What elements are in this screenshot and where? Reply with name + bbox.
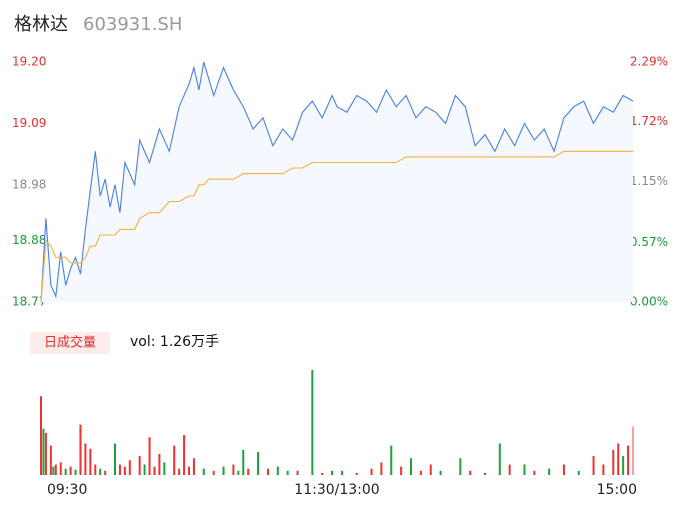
legend-badge xyxy=(30,332,110,354)
volume-bar xyxy=(52,466,55,475)
volume-bar xyxy=(212,470,215,475)
volume-bar xyxy=(158,454,161,475)
volume-bar xyxy=(123,466,126,475)
volume-bar xyxy=(178,468,181,475)
volume-bar xyxy=(104,470,107,475)
volume-bar xyxy=(79,424,82,475)
volume-bar xyxy=(355,472,358,475)
volume-bar xyxy=(192,458,195,475)
volume-bar xyxy=(321,472,324,475)
stock-name: 格林达 xyxy=(14,14,68,35)
volume-bar xyxy=(419,470,422,475)
y2-tick-label: 2.29% xyxy=(630,55,668,69)
volume-bar xyxy=(469,470,472,475)
volume-bar xyxy=(44,433,47,475)
volume-bar xyxy=(627,445,630,475)
volume-bar xyxy=(94,464,97,475)
volume-bar xyxy=(173,445,176,475)
stock-code: 603931.SH xyxy=(83,14,182,35)
volume-bar xyxy=(183,435,186,475)
average-line xyxy=(40,150,633,303)
volume-bar xyxy=(390,445,393,475)
volume-bar xyxy=(410,458,412,475)
y2-tick-label: 0.57% xyxy=(630,235,668,249)
volume-bar xyxy=(400,466,403,475)
volume-bar xyxy=(380,462,383,475)
y-tick-label: 18.98 xyxy=(12,177,46,191)
y-tick-label: 19.20 xyxy=(12,55,46,69)
volume-bar xyxy=(266,468,269,475)
volume-bar xyxy=(89,448,92,475)
volume-bar xyxy=(622,456,625,475)
x-tick-label: 09:30 xyxy=(47,482,87,498)
volume-bar xyxy=(42,428,45,475)
volume-bar xyxy=(74,469,77,475)
volume-bar xyxy=(242,449,245,475)
y-tick-label: 19.09 xyxy=(12,116,46,130)
volume-bar xyxy=(562,464,565,475)
volume-bar xyxy=(153,466,156,475)
y-tick-label: 18.77 xyxy=(12,295,46,309)
volume-bar xyxy=(602,464,605,475)
x-tick-label: 11:30/13:00 xyxy=(294,482,379,498)
volume-bar xyxy=(617,443,620,475)
x-tick-label: 15:00 xyxy=(597,482,637,498)
y2-tick-label: 0.00% xyxy=(630,295,668,309)
volume-bar xyxy=(459,458,462,475)
price-line xyxy=(40,61,634,303)
y2-tick-label: 1.15% xyxy=(630,174,668,188)
volume-bar xyxy=(232,464,235,475)
volume-bar xyxy=(163,462,166,475)
volume-bar xyxy=(64,468,67,475)
volume-bar xyxy=(508,464,511,475)
volume-bar xyxy=(577,470,580,475)
volume-bar xyxy=(54,464,57,475)
volume-annotation: vol: 1.26万手 xyxy=(130,334,219,350)
volume-bar xyxy=(340,470,343,475)
volume-bar xyxy=(370,468,373,475)
volume-bar xyxy=(276,466,279,475)
price-area xyxy=(41,62,633,302)
volume-bar xyxy=(523,464,526,475)
volume-bar xyxy=(222,466,225,475)
volume-bar xyxy=(296,470,299,475)
volume-bar xyxy=(84,443,87,475)
volume-bar xyxy=(548,468,551,475)
volume-bar xyxy=(612,449,615,475)
volume-bar xyxy=(533,470,536,475)
volume-bar xyxy=(237,470,240,475)
volume-bar xyxy=(286,470,289,475)
volume-bar xyxy=(69,466,72,475)
volume-bar xyxy=(118,464,121,475)
volume-bar xyxy=(128,460,131,475)
volume-bar xyxy=(247,468,250,475)
volume-bar xyxy=(592,456,595,475)
volume-bar xyxy=(202,468,205,475)
volume-bar xyxy=(49,445,52,475)
volume-bar xyxy=(99,468,102,475)
volume-bar xyxy=(484,472,486,475)
volume-bar xyxy=(311,370,314,475)
volume-bar xyxy=(257,451,260,475)
volume-bar xyxy=(138,456,141,475)
volume-bar xyxy=(59,462,62,475)
volume-bar xyxy=(143,464,146,475)
volume-bar xyxy=(498,443,501,475)
volume-bar xyxy=(331,470,334,475)
volume-bar xyxy=(40,396,42,475)
volume-bar xyxy=(632,426,634,475)
volume-bar xyxy=(439,470,442,475)
y2-tick-label: 1.72% xyxy=(630,114,668,128)
y-tick-label: 18.88 xyxy=(12,233,46,247)
volume-bar xyxy=(114,443,116,475)
volume-bar xyxy=(148,437,151,475)
volume-title: 日成交量 xyxy=(44,335,96,351)
volume-bar xyxy=(429,464,432,475)
volume-bar xyxy=(188,466,190,475)
